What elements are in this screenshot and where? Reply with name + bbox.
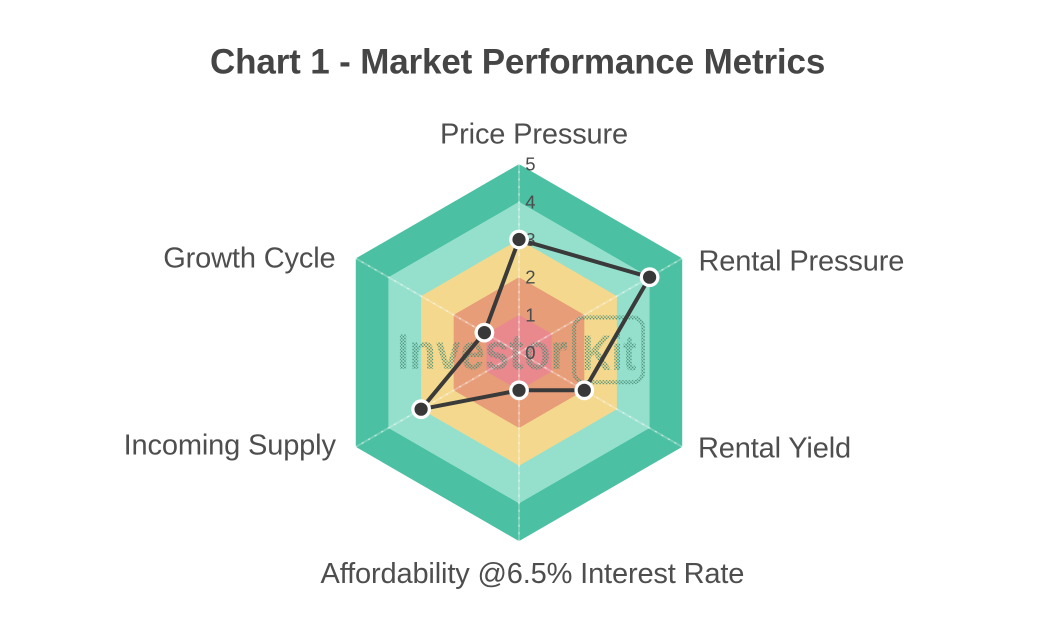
svg-text:Incoming Supply: Incoming Supply [124,429,337,461]
svg-text:Growth Cycle: Growth Cycle [163,243,335,275]
svg-text:2: 2 [525,267,535,288]
svg-text:1: 1 [525,304,535,325]
svg-text:5: 5 [525,154,535,175]
svg-text:Rental Pressure: Rental Pressure [699,245,905,277]
svg-text:Affordability @6.5% Interest R: Affordability @6.5% Interest Rate [321,558,745,590]
svg-text:®: ® [558,339,568,354]
svg-text:4: 4 [525,191,535,212]
svg-text:0: 0 [525,342,535,363]
svg-text:Kit: Kit [582,325,637,381]
svg-text:3: 3 [525,229,535,250]
svg-text:Rental Yield: Rental Yield [698,432,851,464]
svg-text:Chart 1 - Market Performance M: Chart 1 - Market Performance Metrics [210,43,825,82]
svg-text:Price Pressure: Price Pressure [440,119,628,151]
